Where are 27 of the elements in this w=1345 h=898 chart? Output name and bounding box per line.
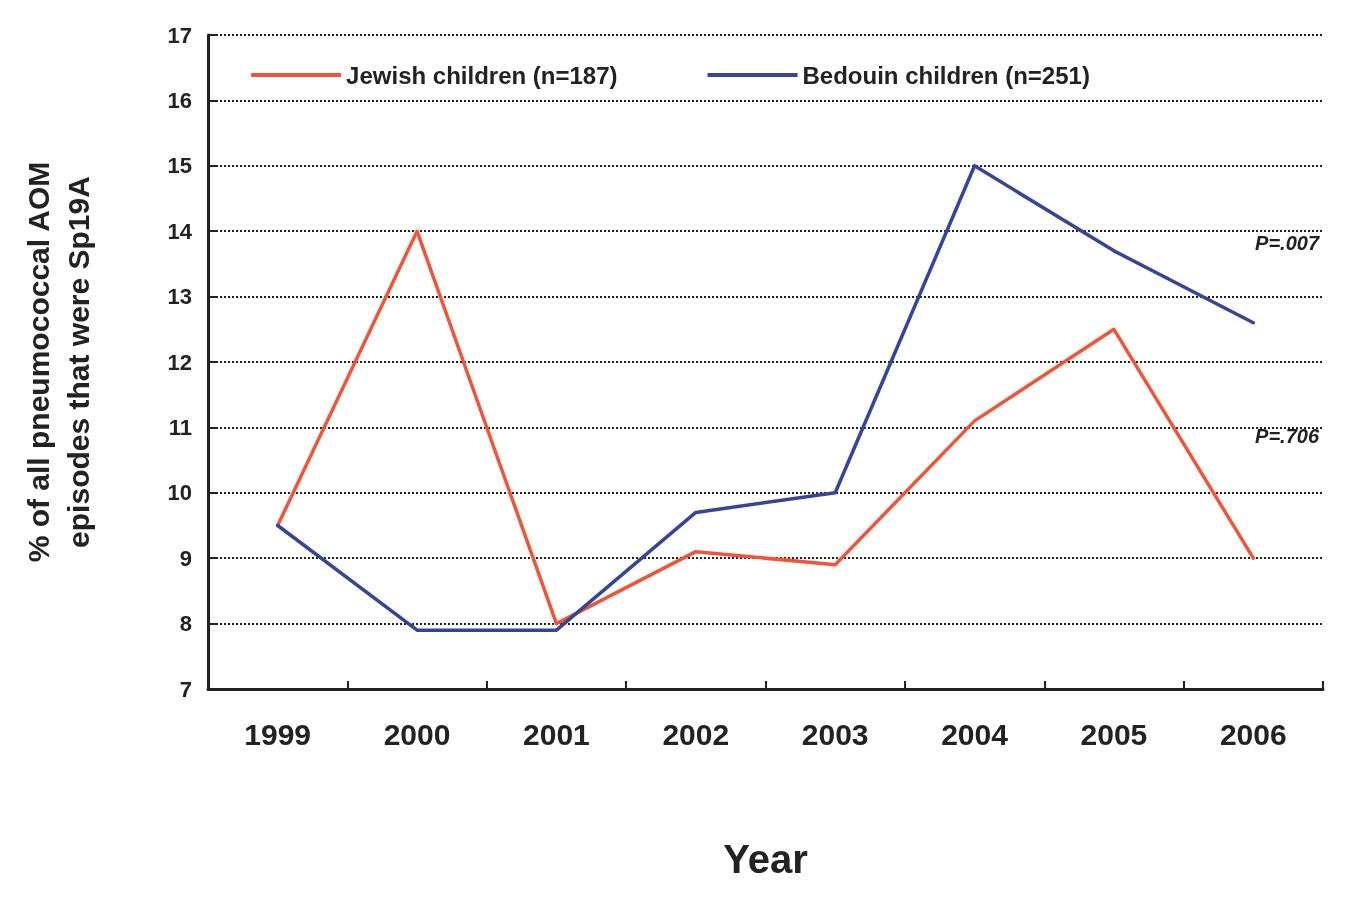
- legend-label: Jewish children (n=187): [346, 61, 618, 89]
- x-tick-label: 2000: [383, 717, 451, 751]
- annotation: P=.007: [1255, 232, 1320, 254]
- y-tick-label: 11: [168, 414, 192, 440]
- x-tick-label: 1999: [244, 717, 312, 751]
- y-tick-label: 10: [167, 480, 192, 506]
- x-tick-label: 2003: [801, 717, 869, 751]
- y-tick-label: 15: [167, 153, 192, 179]
- legend-label: Bedouin children (n=251): [802, 61, 1090, 89]
- y-tick-label: 12: [167, 349, 192, 375]
- y-tick-label: 7: [179, 676, 192, 702]
- y-tick-label: 13: [167, 284, 192, 310]
- y-tick-label: 8: [179, 611, 192, 637]
- x-tick-label: 2001: [523, 717, 590, 751]
- y-tick-label: 17: [167, 22, 192, 48]
- annotation: P=.706: [1255, 425, 1320, 447]
- x-tick-label: 2006: [1219, 717, 1287, 751]
- x-tick-label: 2002: [662, 717, 730, 751]
- line-series: [275, 164, 1256, 632]
- y-tick-label: 16: [167, 87, 192, 113]
- x-tick-label: 2004: [941, 717, 1009, 751]
- y-axis-title: % of all pneumococcal AOM episodes that were Sp19A: [21, 161, 95, 563]
- x-axis-title: Year: [723, 837, 808, 881]
- x-tick-label: 2005: [1080, 717, 1148, 751]
- y-tick-label: 14: [167, 218, 193, 244]
- y-tick-label: 9: [179, 545, 192, 571]
- line-series: [275, 229, 1256, 626]
